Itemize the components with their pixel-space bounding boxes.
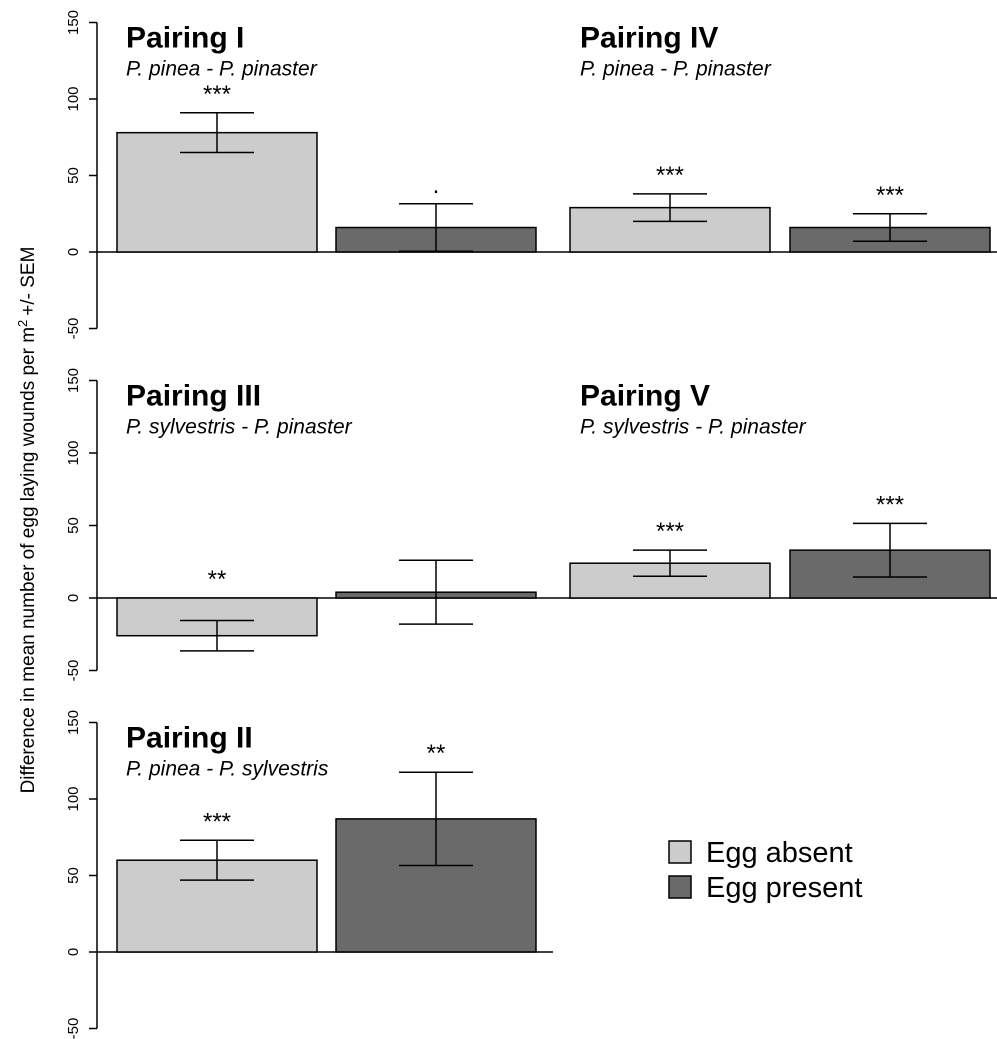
y-tick-label: 50 bbox=[65, 517, 82, 534]
y-tick-label: 100 bbox=[65, 786, 82, 811]
significance-label: . bbox=[433, 172, 440, 199]
significance-label: ** bbox=[208, 566, 227, 593]
legend-swatch bbox=[668, 875, 692, 899]
y-axis-label: Difference in mean number of egg laying … bbox=[15, 247, 40, 794]
y-tick-label: 100 bbox=[65, 440, 82, 465]
significance-label: *** bbox=[203, 81, 231, 108]
significance-label: *** bbox=[203, 808, 231, 835]
legend-entry: Egg present bbox=[668, 872, 862, 904]
bar-egg-absent bbox=[116, 131, 318, 253]
y-tick-label: -50 bbox=[65, 318, 82, 340]
significance-label: *** bbox=[876, 182, 904, 209]
y-tick-label: 0 bbox=[65, 594, 82, 602]
legend-entry: Egg absent bbox=[668, 837, 853, 869]
y-tick-label: 0 bbox=[65, 948, 82, 956]
legend-label: Egg absent bbox=[706, 837, 853, 869]
y-tick-label: 50 bbox=[65, 867, 82, 884]
significance-label: *** bbox=[876, 491, 904, 518]
significance-label: *** bbox=[656, 518, 684, 545]
significance-label: *** bbox=[656, 162, 684, 189]
legend-swatch bbox=[668, 840, 692, 864]
panel-subtitle: P. pinea - P. pinaster bbox=[580, 58, 772, 81]
panel-pairing-v: Pairing V P. sylvestris - P. pinaster *** *… bbox=[569, 380, 991, 599]
panel-pairing-iv: Pairing IV P. pinea - P. pinaster *** *** bbox=[569, 22, 991, 253]
y-axis-label-tail: +/- SEM bbox=[18, 247, 39, 316]
panel-title: Pairing IV bbox=[580, 22, 718, 55]
chart-row: -50 0 50 100 150 Pairing I P. pinea - P. pinas… bbox=[65, 10, 997, 339]
y-tick-label: 150 bbox=[65, 10, 82, 35]
y-tick-label: 0 bbox=[65, 248, 82, 256]
panel-subtitle: P. sylvestris - P. pinaster bbox=[580, 416, 807, 439]
chart-row: -50 0 50 100 150 Pairing III P. sylvestris - P… bbox=[65, 368, 997, 681]
chart-rows: -50 0 50 100 150 Pairing I P. pinea - P. pinas… bbox=[65, 10, 997, 1039]
panel-pairing-iii: Pairing III P. sylvestris - P. pinaster ** bbox=[116, 380, 537, 652]
panel-subtitle: P. sylvestris - P. pinaster bbox=[126, 416, 353, 439]
y-axis-label-group: Difference in mean number of egg laying … bbox=[15, 247, 40, 794]
panel-title: Pairing V bbox=[580, 380, 710, 413]
y-axis-label-superscript: 2 bbox=[15, 320, 30, 327]
panel-title: Pairing III bbox=[126, 380, 261, 413]
panel-title: Pairing I bbox=[126, 22, 244, 55]
significance-label: ** bbox=[427, 740, 446, 767]
panel-subtitle: P. pinea - P. pinaster bbox=[126, 58, 318, 81]
panel-title: Pairing II bbox=[126, 722, 253, 755]
y-axis-label-main: Difference in mean number of egg laying … bbox=[18, 327, 39, 793]
chart-row: -50 0 50 100 150 Pairing II P. pinea - P. sylv… bbox=[65, 710, 553, 1039]
y-tick-label: -50 bbox=[65, 1018, 82, 1039]
y-tick-label: 50 bbox=[65, 167, 82, 184]
legend-label: Egg present bbox=[706, 872, 862, 904]
panel-pairing-i: Pairing I P. pinea - P. pinaster***. bbox=[116, 22, 537, 253]
y-tick-label: 150 bbox=[65, 710, 82, 735]
y-tick-label: 150 bbox=[65, 368, 82, 393]
panel-pairing-ii: Pairing IIP. pinea - P. sylvestris***** bbox=[116, 722, 537, 953]
y-tick-label: 100 bbox=[65, 86, 82, 111]
panel-subtitle: P. pinea - P. sylvestris bbox=[126, 758, 329, 781]
y-tick-label: -50 bbox=[65, 660, 82, 682]
